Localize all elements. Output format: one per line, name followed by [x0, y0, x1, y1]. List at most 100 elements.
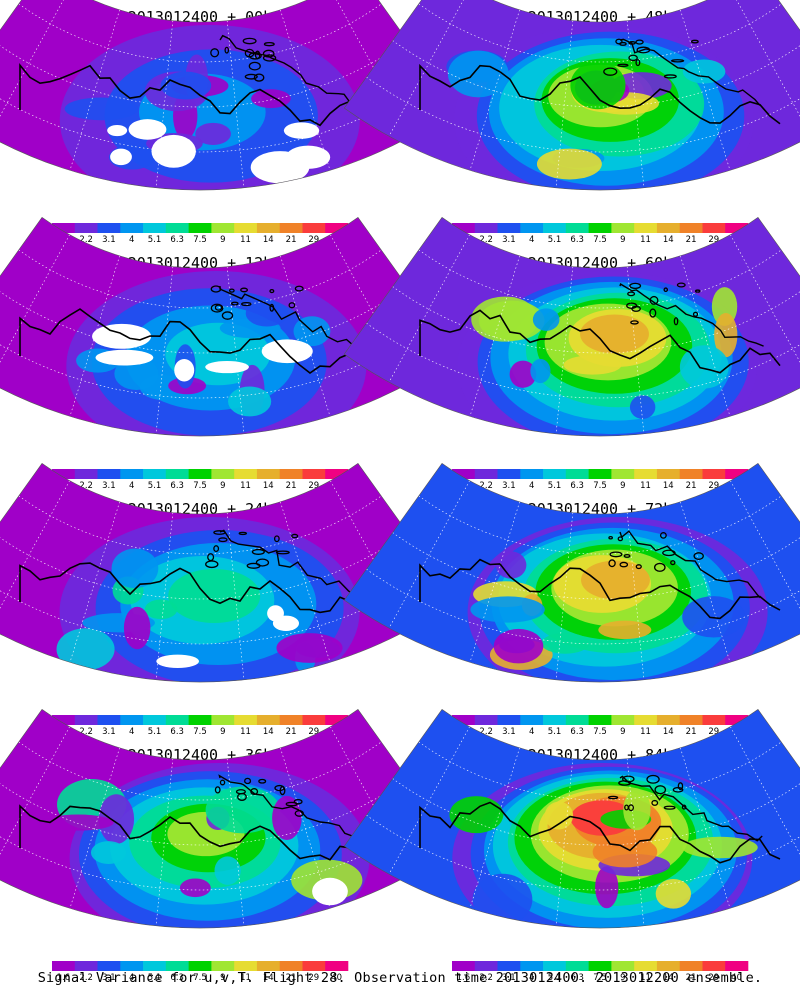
colorbar-label: 5.1	[148, 235, 162, 245]
colorbar-label: 6.3	[170, 973, 184, 983]
colorbar-swatch	[143, 715, 167, 725]
colorbar-swatch	[725, 715, 749, 725]
colorbar-label: 9	[220, 481, 225, 491]
colorbar-label: 5.1	[548, 973, 562, 983]
colorbar-swatch	[656, 469, 680, 479]
colorbar-swatch	[520, 961, 544, 971]
colorbar-label: 29	[708, 727, 719, 737]
colorbar-swatch	[497, 223, 521, 233]
colorbar-label: 6.3	[570, 973, 584, 983]
colorbar-label: 3.1	[102, 235, 116, 245]
colorbar-label: 40	[731, 973, 742, 983]
colorbar-swatch	[634, 715, 658, 725]
colorbar-swatch	[474, 961, 498, 971]
colorbar-label: 4	[529, 727, 534, 737]
colorbar-label: 2.2	[479, 727, 493, 737]
colorbar-label: 4	[529, 481, 534, 491]
colorbar-label: 14	[263, 235, 274, 245]
colorbar-label: 5.1	[548, 481, 562, 491]
colorbar-swatch	[120, 223, 144, 233]
colorbar-swatch	[543, 961, 567, 971]
colorbar-swatch	[165, 469, 189, 479]
colorbar-label: 11	[240, 481, 251, 491]
colorbar-swatch	[97, 223, 121, 233]
colorbar-label: 21	[686, 235, 697, 245]
colorbar-label: 5.1	[148, 481, 162, 491]
colorbar-swatch	[611, 469, 635, 479]
colorbar-label: 6.3	[570, 481, 584, 491]
colorbar-swatch	[679, 715, 703, 725]
colorbar-swatch	[52, 715, 76, 725]
colorbar-swatch	[474, 223, 498, 233]
colorbar-swatch	[74, 715, 98, 725]
variance-map	[344, 217, 800, 437]
colorbar-swatch	[325, 469, 349, 479]
colorbar-label: 29	[708, 973, 719, 983]
colorbar-label: 11	[640, 235, 651, 245]
variance-map	[0, 463, 456, 683]
colorbar-label: 29	[708, 235, 719, 245]
colorbar-swatch	[543, 469, 567, 479]
colorbar-label: 9	[620, 727, 625, 737]
colorbar-label: 2.2	[479, 235, 493, 245]
colorbar-label: 2.2	[479, 481, 493, 491]
colorbar-label: 1.6	[57, 973, 71, 983]
colorbar-swatch	[120, 469, 144, 479]
colorbar-swatch	[234, 961, 258, 971]
colorbar-swatch	[120, 961, 144, 971]
colorbar-label: 6.3	[170, 235, 184, 245]
colorbar-label: 40	[331, 973, 342, 983]
colorbar-swatch	[634, 469, 658, 479]
colorbar-swatch	[165, 715, 189, 725]
colorbar-swatch	[565, 469, 589, 479]
colorbar-label: 5.1	[148, 727, 162, 737]
colorbar-label: 2.2	[79, 727, 93, 737]
colorbar-label: 21	[286, 727, 297, 737]
colorbar-label: 7.5	[193, 727, 207, 737]
colorbar-label: 7.5	[593, 235, 607, 245]
colorbar-label: 11	[640, 973, 651, 983]
colorbar-swatch	[656, 961, 680, 971]
colorbar-swatch	[588, 961, 612, 971]
colorbar-swatch	[74, 961, 98, 971]
colorbar-label: 2.2	[79, 973, 93, 983]
colorbar-swatch	[325, 961, 349, 971]
colorbar-swatch	[325, 223, 349, 233]
panel-3: 2013012400 + 60h1.62.23.145.16.37.591114…	[343, 216, 800, 491]
colorbar-swatch	[611, 715, 635, 725]
colorbar-label: 11	[640, 481, 651, 491]
colorbar-label: 21	[686, 727, 697, 737]
colorbar-label: 6.3	[570, 727, 584, 737]
colorbar-swatch	[565, 223, 589, 233]
colorbar-swatch	[634, 961, 658, 971]
colorbar-swatch	[611, 961, 635, 971]
colorbar-label: 29	[308, 481, 319, 491]
colorbar-label: 2.2	[79, 235, 93, 245]
colorbar-label: 9	[620, 973, 625, 983]
colorbar-swatch	[256, 715, 280, 725]
colorbar-label: 11	[240, 973, 251, 983]
colorbar-swatch	[543, 715, 567, 725]
colorbar-swatch	[725, 961, 749, 971]
colorbar-swatch	[702, 223, 726, 233]
colorbar-label: 9	[220, 727, 225, 737]
colorbar-swatch	[97, 961, 121, 971]
colorbar-label: 14	[263, 481, 274, 491]
colorbar-label: 3.1	[502, 235, 516, 245]
colorbar-label: 14	[663, 727, 674, 737]
colorbar-label: 14	[663, 973, 674, 983]
colorbar-swatch	[452, 469, 476, 479]
colorbar-swatch	[725, 469, 749, 479]
figure-caption: Signal Variance for u,v,T. Flight 28. Ob…	[37, 970, 763, 986]
colorbar-swatch	[474, 715, 498, 725]
colorbar-label: 4	[129, 727, 134, 737]
colorbar-label: 5.1	[148, 973, 162, 983]
colorbar-swatch	[52, 961, 76, 971]
colorbar-swatch	[256, 223, 280, 233]
colorbar-swatch	[302, 961, 326, 971]
colorbar-label: 11	[240, 235, 251, 245]
